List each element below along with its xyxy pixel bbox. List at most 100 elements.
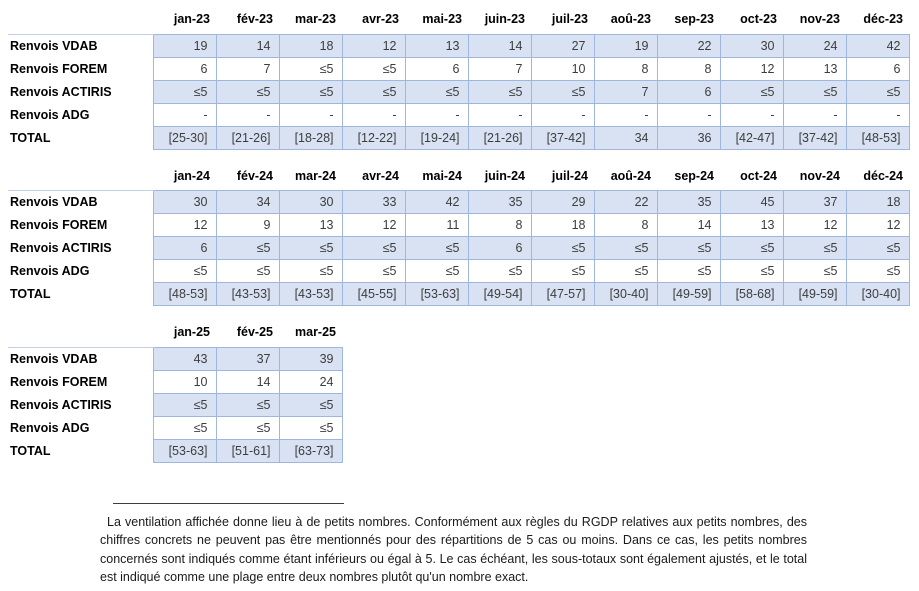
month-header: mar-25 bbox=[295, 325, 336, 340]
value-cell: - bbox=[152, 102, 217, 127]
value-cell: ≤5 bbox=[404, 236, 469, 260]
month-header: juil-23 bbox=[551, 12, 588, 27]
header-row: jan-23 fév-23 mar-23 avr-23 mai-23 juin-23 jui… bbox=[8, 8, 909, 34]
value-cell: [42-47] bbox=[719, 125, 784, 150]
table-row: Renvois VDAB 30 34 30 33 42 35 29 22 35 45 37 18 bbox=[8, 190, 910, 214]
row-label: Renvois ADG bbox=[10, 264, 90, 278]
value-cell: ≤5 bbox=[404, 259, 469, 283]
value-cell: ≤5 bbox=[215, 79, 280, 104]
value-cell: 14 bbox=[215, 33, 280, 58]
value-cell: 6 bbox=[467, 236, 532, 260]
value-cell: 19 bbox=[593, 33, 658, 58]
value-cell: [53-63] bbox=[404, 282, 469, 306]
value-cell: 43 bbox=[152, 346, 217, 371]
value-cell: 6 bbox=[152, 56, 217, 81]
value-cell: 8 bbox=[593, 56, 658, 81]
value-cell: 13 bbox=[278, 213, 343, 237]
value-cell: 12 bbox=[341, 213, 406, 237]
value-cell: ≤5 bbox=[719, 236, 784, 260]
table-row: Renvois ADG ≤5 ≤5 ≤5 bbox=[8, 415, 343, 440]
value-cell: ≤5 bbox=[593, 236, 658, 260]
value-cell: ≤5 bbox=[341, 56, 406, 81]
value-cell: ≤5 bbox=[215, 236, 280, 260]
row-label: Renvois VDAB bbox=[8, 33, 153, 57]
value-cell: 8 bbox=[467, 213, 532, 237]
month-header: sep-24 bbox=[674, 168, 714, 183]
month-header: avr-23 bbox=[362, 12, 399, 27]
value-cell: 42 bbox=[404, 190, 469, 214]
table-row: Renvois ACTIRIS 6 ≤5 ≤5 ≤5 ≤5 6 ≤5 ≤5 ≤5 ≤5 ≤5 ≤5 bbox=[8, 236, 910, 260]
value-cell: 13 bbox=[404, 33, 469, 58]
header-row: jan-24 fév-24 mar-24 avr-24 mai-24 juin-24 jui… bbox=[8, 165, 909, 191]
referrals-table-2025: jan-25 fév-25 mar-25 Renvois VDAB 43 37 39 Renv… bbox=[8, 321, 343, 463]
value-cell: - bbox=[782, 102, 847, 127]
value-cell: 24 bbox=[278, 369, 343, 394]
month-header: juin-24 bbox=[484, 168, 525, 183]
value-cell: ≤5 bbox=[278, 259, 343, 283]
month-header: jan-25 bbox=[173, 325, 210, 340]
month-header: aoû-24 bbox=[610, 168, 651, 183]
tables-section: jan-23 fév-23 mar-23 avr-23 mai-23 juin-23 jui… bbox=[8, 8, 919, 463]
referrals-table-2023: jan-23 fév-23 mar-23 avr-23 mai-23 juin-23 jui… bbox=[8, 8, 910, 150]
value-cell: [48-53] bbox=[845, 125, 910, 150]
value-cell: ≤5 bbox=[845, 259, 910, 283]
value-cell: 9 bbox=[215, 213, 280, 237]
value-cell: 29 bbox=[530, 190, 595, 214]
value-cell: - bbox=[719, 102, 784, 127]
footnote: La ventilation affichée donne lieu à de … bbox=[100, 502, 919, 587]
footnote-separator bbox=[113, 502, 344, 504]
table-row: Renvois ADG - - - - - - - - - - - - bbox=[8, 102, 910, 127]
month-header: fév-23 bbox=[236, 12, 273, 27]
month-header: nov-24 bbox=[799, 168, 840, 183]
value-cell: 12 bbox=[782, 213, 847, 237]
referrals-table-2024: jan-24 fév-24 mar-24 avr-24 mai-24 juin-24 jui… bbox=[8, 165, 910, 306]
month-header: mai-24 bbox=[422, 168, 462, 183]
corner-cell bbox=[8, 165, 153, 191]
value-cell: 27 bbox=[530, 33, 595, 58]
month-header: déc-23 bbox=[863, 12, 903, 27]
value-cell: ≤5 bbox=[782, 79, 847, 104]
value-cell: 11 bbox=[404, 213, 469, 237]
value-cell: - bbox=[404, 102, 469, 127]
value-cell: ≤5 bbox=[467, 79, 532, 104]
value-cell: 12 bbox=[845, 213, 910, 237]
value-cell: 13 bbox=[719, 213, 784, 237]
value-cell: ≤5 bbox=[152, 392, 217, 417]
value-cell: 36 bbox=[656, 125, 721, 150]
value-cell: ≤5 bbox=[530, 236, 595, 260]
row-label: Renvois ADG bbox=[10, 420, 90, 435]
header-row: jan-25 fév-25 mar-25 bbox=[8, 321, 342, 347]
table-row: Renvois ACTIRIS ≤5 ≤5 ≤5 bbox=[8, 392, 343, 417]
value-cell: [25-30] bbox=[152, 125, 217, 150]
value-cell: 8 bbox=[593, 213, 658, 237]
value-cell: 33 bbox=[341, 190, 406, 214]
value-cell: 12 bbox=[152, 213, 217, 237]
value-cell: [49-59] bbox=[656, 282, 721, 306]
value-cell: 18 bbox=[530, 213, 595, 237]
month-header: juin-23 bbox=[484, 12, 525, 27]
value-cell: [47-57] bbox=[530, 282, 595, 306]
month-header: sep-23 bbox=[674, 12, 714, 27]
value-cell: - bbox=[530, 102, 595, 127]
value-cell: ≤5 bbox=[530, 259, 595, 283]
value-cell: - bbox=[845, 102, 910, 127]
value-cell: ≤5 bbox=[719, 259, 784, 283]
value-cell: ≤5 bbox=[530, 79, 595, 104]
value-cell: ≤5 bbox=[719, 79, 784, 104]
row-label: Renvois ACTIRIS bbox=[10, 84, 112, 99]
value-cell: ≤5 bbox=[152, 259, 217, 283]
value-cell: [30-40] bbox=[845, 282, 910, 306]
value-cell: 10 bbox=[152, 369, 217, 394]
value-cell: - bbox=[593, 102, 658, 127]
value-cell: [63-73] bbox=[278, 438, 343, 463]
value-cell: 6 bbox=[656, 79, 721, 104]
row-label: Renvois FOREM bbox=[10, 374, 108, 389]
value-cell: [21-26] bbox=[215, 125, 280, 150]
value-cell: 37 bbox=[782, 190, 847, 214]
value-cell: - bbox=[278, 102, 343, 127]
table-row: Renvois ACTIRIS ≤5 ≤5 ≤5 ≤5 ≤5 ≤5 ≤5 7 6 ≤5 ≤5 ≤5 bbox=[8, 79, 910, 104]
footnote-text: La ventilation affichée donne lieu à de … bbox=[100, 514, 807, 585]
month-header: mar-23 bbox=[295, 12, 336, 27]
row-label: TOTAL bbox=[10, 130, 51, 145]
